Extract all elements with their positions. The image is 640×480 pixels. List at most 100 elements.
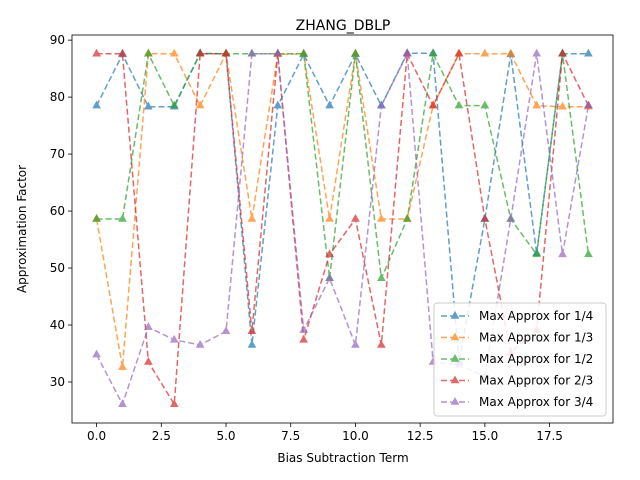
legend-label: Max Approx for 1/3	[479, 331, 593, 345]
chart-title: ZHANG_DBLP	[296, 18, 391, 34]
data-point	[247, 214, 257, 222]
data-point	[506, 214, 516, 222]
data-point	[221, 48, 231, 57]
plot-area	[92, 48, 593, 407]
data-point	[584, 100, 593, 109]
data-point	[376, 339, 386, 348]
data-point	[402, 214, 412, 222]
data-point	[376, 100, 386, 109]
legend-marker	[450, 311, 460, 319]
data-point	[325, 249, 334, 258]
legend-marker	[450, 375, 460, 384]
data-point	[376, 214, 386, 222]
legend-item	[441, 375, 469, 384]
x-tick-label: 0.0	[87, 429, 106, 443]
data-point	[351, 48, 360, 57]
data-point	[454, 100, 464, 109]
data-point	[92, 100, 101, 109]
data-point	[169, 399, 179, 407]
data-point	[195, 100, 205, 109]
x-tick-label: 15.0	[472, 429, 499, 443]
data-point	[351, 214, 360, 222]
data-point	[376, 273, 386, 282]
series-line	[96, 51, 590, 282]
data-point	[351, 339, 360, 348]
data-point	[247, 339, 257, 348]
legend-item	[441, 311, 469, 319]
data-point	[144, 322, 153, 331]
y-axis: 30 40 50 60 70 80 90	[50, 33, 72, 389]
data-point	[247, 48, 257, 57]
data-point	[299, 325, 309, 333]
data-point	[325, 214, 334, 222]
y-tick-label: 60	[50, 204, 65, 218]
data-point	[480, 48, 490, 57]
data-point	[532, 249, 541, 258]
data-point	[118, 48, 127, 57]
legend: Max Approx for 1/4 Max Approx for 1/3 Max …	[433, 302, 607, 417]
data-point	[118, 362, 127, 370]
x-tick-label: 12.5	[407, 429, 434, 443]
x-tick-label: 5.0	[216, 429, 235, 443]
legend-label: Max Approx for 3/4	[479, 395, 593, 409]
x-tick-label: 7.5	[281, 429, 300, 443]
data-point	[558, 48, 567, 57]
legend-item	[441, 397, 469, 405]
y-tick-label: 70	[50, 147, 65, 161]
data-point	[532, 100, 541, 109]
legend-item	[441, 354, 469, 362]
x-axis-label: Bias Subtraction Term	[277, 451, 408, 465]
data-point	[558, 101, 567, 110]
y-tick-label: 80	[50, 90, 65, 104]
x-tick-label: 2.5	[152, 429, 171, 443]
legend-label: Max Approx for 1/2	[479, 352, 593, 366]
data-point	[428, 48, 438, 57]
data-point	[118, 399, 127, 407]
data-point	[558, 249, 567, 258]
data-point	[169, 48, 179, 57]
data-point	[273, 48, 283, 57]
y-axis-label: Approximation Factor	[15, 165, 29, 293]
y-tick-label: 30	[50, 375, 65, 389]
data-point	[195, 48, 205, 57]
data-point	[480, 214, 490, 222]
legend-marker	[450, 332, 460, 341]
legend-label: Max Approx for 1/4	[479, 309, 593, 323]
x-tick-label: 17.5	[536, 429, 563, 443]
data-point	[273, 100, 283, 109]
data-point	[532, 48, 541, 57]
data-point	[584, 249, 593, 258]
data-point	[118, 214, 127, 222]
data-point	[325, 273, 334, 282]
data-point	[247, 326, 257, 335]
data-point	[144, 357, 153, 365]
data-point	[299, 334, 309, 343]
plot-frame	[71, 34, 614, 424]
data-point	[169, 334, 179, 343]
series-line	[95, 51, 590, 407]
data-point	[92, 48, 101, 57]
data-point	[92, 349, 101, 358]
data-point	[584, 48, 593, 57]
y-tick-label: 40	[50, 318, 65, 332]
legend-box	[433, 302, 607, 417]
legend-marker	[450, 397, 460, 405]
data-point	[144, 48, 153, 57]
data-point	[480, 100, 490, 109]
data-point	[144, 101, 153, 110]
x-axis: 0.0 2.5 5.0 7.5 10.0 12.5 15.0 17.5	[87, 423, 563, 443]
data-point	[325, 100, 334, 109]
data-point	[299, 48, 309, 57]
legend-item	[441, 332, 469, 341]
data-point	[428, 100, 438, 109]
legend-label: Max Approx for 2/3	[479, 374, 593, 388]
y-tick-label: 50	[50, 261, 65, 275]
series-line	[95, 52, 589, 363]
y-tick-label: 90	[50, 33, 65, 47]
data-point	[402, 48, 412, 57]
series-line	[95, 51, 589, 368]
x-tick-label: 10.0	[342, 429, 369, 443]
data-point	[221, 326, 231, 335]
legend-marker	[450, 354, 460, 362]
